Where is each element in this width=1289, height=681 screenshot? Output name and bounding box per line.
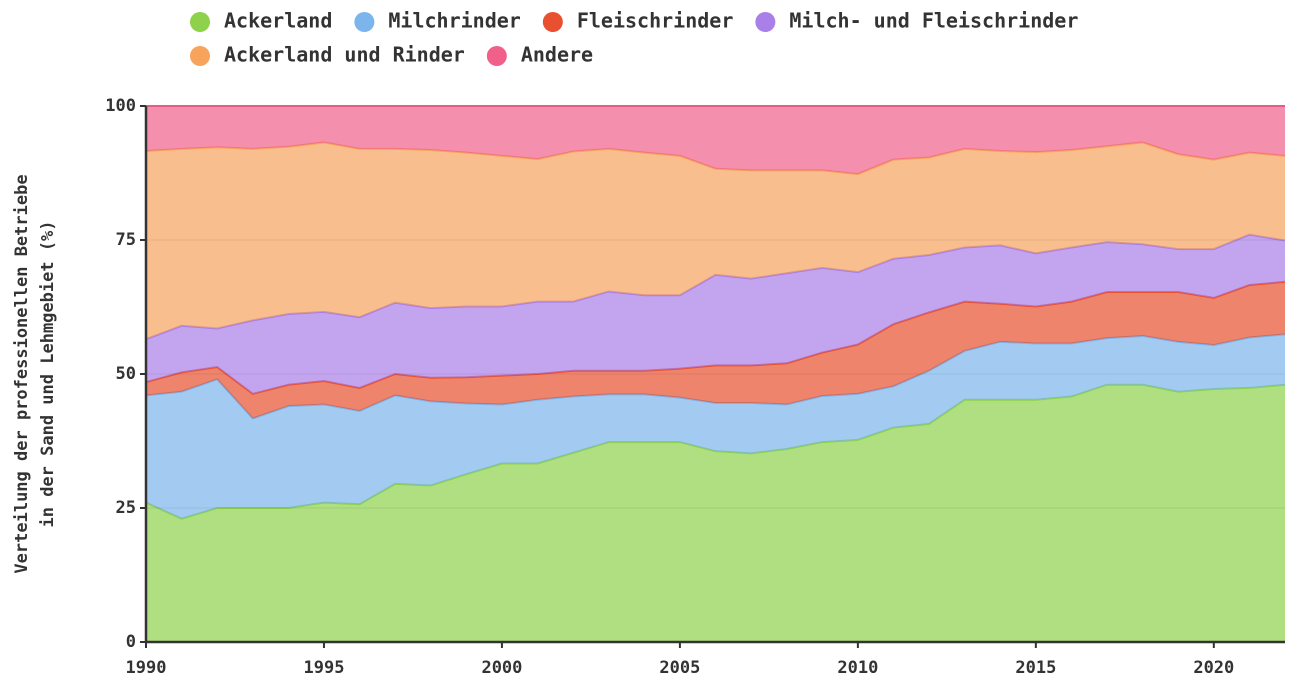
legend-item: Fleischrinder: [542, 9, 734, 33]
x-tick-label: 2010: [837, 658, 878, 678]
legend-swatch: [542, 12, 563, 32]
legend-label: Ackerland: [224, 9, 332, 33]
area-fill: [146, 106, 1285, 175]
area-fill: [146, 281, 1285, 419]
x-tick-label: 2020: [1193, 658, 1234, 678]
legend-label: Andere: [521, 43, 593, 67]
x-tick-label: 1990: [126, 658, 167, 678]
x-tick-label: 2015: [1015, 658, 1056, 678]
x-tick-label: 2005: [659, 658, 700, 678]
y-tick-label: 75: [116, 230, 136, 250]
legend-item: Ackerland und Rinder: [190, 43, 465, 67]
y-tick-label: 50: [116, 364, 136, 384]
y-tick-label: 25: [116, 498, 136, 518]
legend-label: Fleischrinder: [577, 9, 734, 33]
area-fill: [146, 142, 1285, 340]
legend-label: Ackerland und Rinder: [224, 43, 465, 67]
legend-swatch: [486, 46, 507, 66]
legend-label: Milch- und Fleischrinder: [789, 9, 1078, 33]
y-axis-label: in der Sand und Lehmgebiet (%): [38, 220, 58, 527]
area-fill: [146, 334, 1285, 519]
x-tick-label: 1995: [303, 658, 344, 678]
area-fill: [146, 234, 1285, 394]
legend-item: Milchrinder: [354, 9, 521, 33]
legend-label: Milchrinder: [388, 9, 520, 33]
legend-swatch: [354, 12, 375, 32]
y-axis-label: Verteilung der professionellen Betriebe: [12, 174, 32, 573]
legend-item: Andere: [486, 43, 593, 67]
area-fill: [146, 384, 1285, 642]
legend-swatch: [755, 12, 776, 32]
x-tick-label: 2000: [481, 658, 522, 678]
legend-swatch: [190, 46, 210, 66]
legend-item: Milch- und Fleischrinder: [755, 9, 1078, 33]
legend-swatch: [190, 12, 210, 32]
y-tick-label: 100: [105, 96, 136, 116]
plot-area: [145, 105, 1286, 642]
legend-item: Ackerland: [190, 9, 332, 33]
y-tick-label: 0: [126, 632, 136, 652]
